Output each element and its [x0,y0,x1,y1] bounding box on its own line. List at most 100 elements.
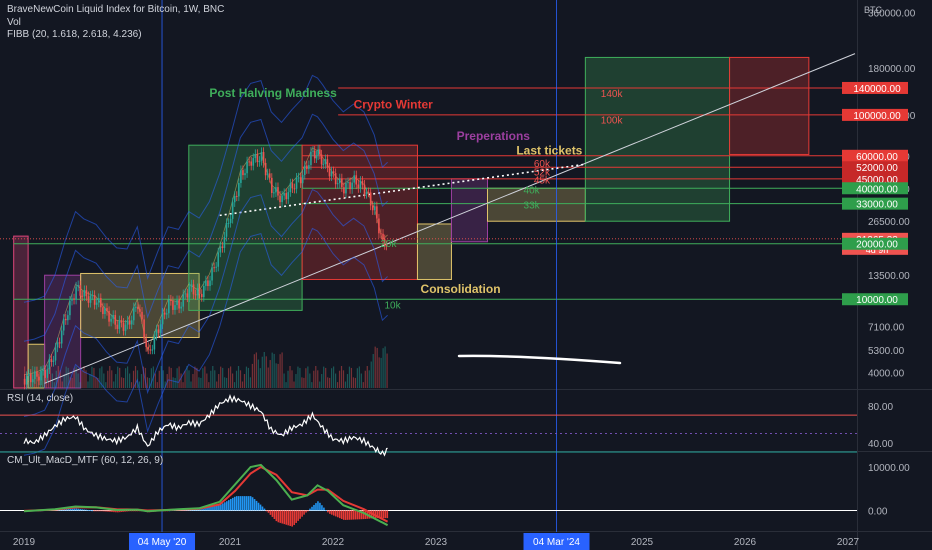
candle-body [62,318,65,331]
price-tag-countdown: 4d 9h [866,245,889,255]
candle-body [69,300,71,316]
volume-bar [374,346,376,388]
volume-bar [338,370,341,388]
volume-bar [69,377,71,388]
macd-histogram-bar [275,510,278,522]
volume-bar [295,374,297,388]
candle-body [332,171,335,174]
volume-bar [119,367,121,388]
macd-histogram-bar [228,500,230,511]
candle-body [359,180,362,189]
macd-histogram-bar [287,510,290,526]
macd-histogram-bar [127,510,129,512]
candle-body [83,290,86,297]
candle-body [180,306,182,309]
candle-body [319,149,321,155]
candle-body [29,373,32,383]
candle-body [42,370,44,372]
candle-body [102,307,104,315]
candle-body [79,285,82,296]
volume-bar [89,374,91,388]
candle-body [283,193,285,196]
macd-histogram-bar [285,510,288,525]
candle-body [209,280,211,287]
macd-histogram-bar [91,510,93,512]
candle-body [87,296,90,303]
candle-body [338,178,341,184]
macd-histogram-bar [289,510,292,526]
volume-bar [263,352,265,388]
volume-bar [331,368,333,388]
volume-bar [73,368,75,388]
macd-histogram-bar [323,507,325,511]
volume-bar [336,382,339,388]
macd-histogram-bar [218,505,220,511]
price-tick-label: 5300.00 [868,346,905,357]
volume-bar [87,381,89,388]
volume-bar [81,370,83,388]
candle-body [151,349,154,351]
macd-histogram-bar [303,510,305,515]
macd-histogram-bar [123,510,125,512]
volume-bar [235,370,238,388]
volume-bar [132,370,135,388]
candle-body [217,252,220,267]
price-tag-label: 20000.00 [856,240,898,251]
candle-body [343,187,345,194]
volume-bar [243,374,246,388]
candle-body [328,167,331,177]
volume-bar [281,352,283,388]
volume-bar [249,377,252,388]
macd-histogram-bar [305,510,307,513]
candle-body [244,173,246,176]
volume-bar [222,367,224,388]
price-tick-label: 180000.00 [868,64,916,75]
fibb-band [23,113,388,342]
candle-body [246,161,248,174]
rsi-tick-label: 80.00 [868,402,893,413]
volume-bar [378,357,380,388]
candle-body [143,319,145,339]
macd-histogram-bar [107,510,109,512]
volume-bar [342,370,345,388]
candle-body [67,315,69,321]
candle-body [378,218,380,234]
candle-body [108,311,110,322]
volume-bar [99,368,101,388]
candle-body [73,298,75,300]
macd-histogram-bar [61,509,64,511]
volume-bar [311,382,313,388]
candle-body [77,285,79,287]
price-tick-label: 4000.00 [868,369,905,380]
macd-histogram-bar [83,509,86,511]
candle-body [157,329,160,333]
macd-histogram-bar [208,507,210,511]
candle-body [322,164,325,166]
macd-histogram-bar [253,499,256,511]
annotation-label: 20k [380,239,397,250]
volume-bar [190,381,192,388]
candle-body [211,267,213,281]
candle-body [326,159,329,168]
trend-line [219,163,586,217]
candle-body [254,153,257,159]
volume-bar [109,366,111,388]
candle-body [190,284,193,288]
candle-body [114,314,117,325]
macd-histogram-bar [95,510,97,512]
macd-histogram-bar [319,502,321,511]
candle-body [281,195,283,203]
volume-bar [178,366,180,388]
macd-histogram-bar [325,509,327,511]
macd-histogram-bar [113,510,115,513]
macd-histogram-bar [283,510,286,525]
candle-body [306,165,308,170]
volume-bar [287,370,289,388]
volume-bar [51,373,53,388]
candle-body [277,187,279,196]
volume-bar [97,377,99,388]
candle-body [50,358,53,362]
macd-histogram-bar [220,504,222,511]
